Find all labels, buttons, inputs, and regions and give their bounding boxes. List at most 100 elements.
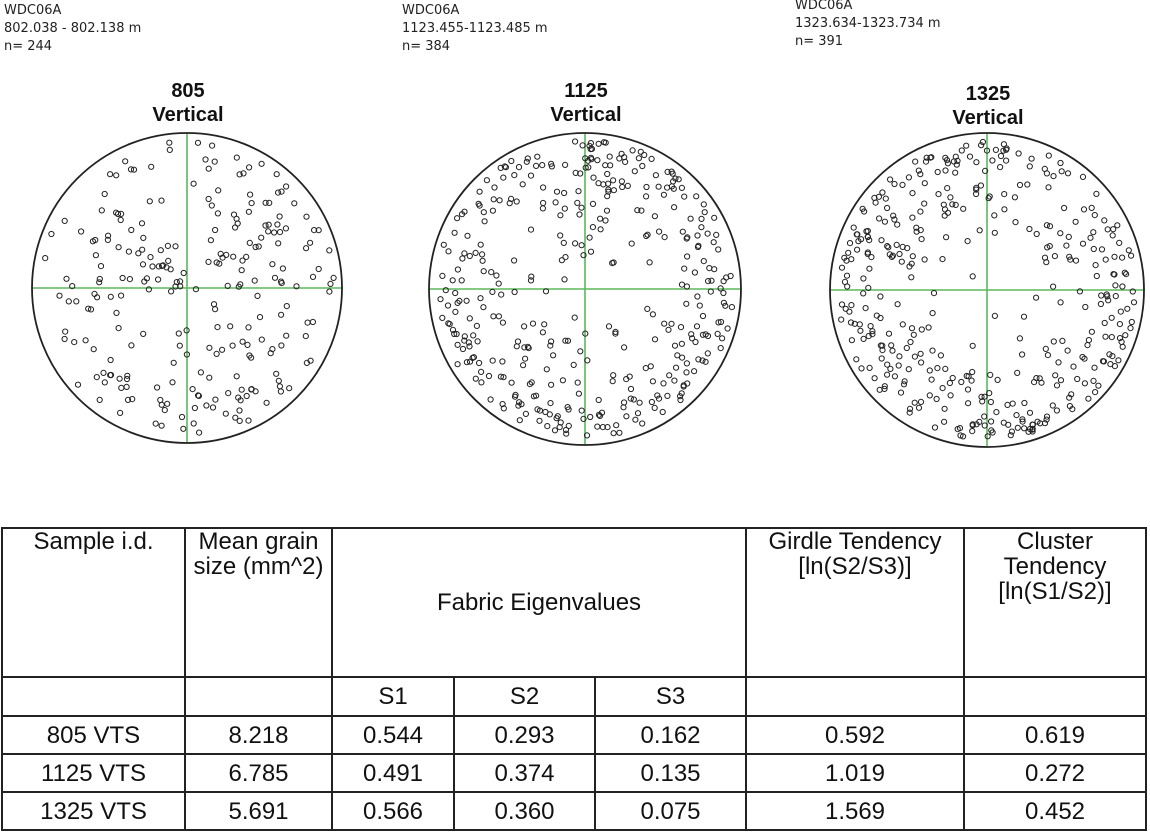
data-point <box>556 424 563 431</box>
data-point <box>269 261 276 268</box>
data-point <box>895 362 902 369</box>
data-point <box>1051 253 1059 260</box>
data-point <box>689 335 696 342</box>
data-point <box>520 362 527 369</box>
data-point <box>894 221 901 228</box>
data-point <box>539 205 547 212</box>
data-point <box>878 355 885 362</box>
data-point <box>595 140 602 147</box>
data-point <box>138 220 146 227</box>
data-point <box>451 330 458 338</box>
data-point <box>1104 226 1111 233</box>
data-point <box>1090 245 1097 253</box>
data-point <box>710 239 717 246</box>
data-point <box>941 418 948 425</box>
table-row: 1325 VTS 5.691 0.566 0.360 0.075 1.569 0… <box>1 791 1147 831</box>
data-point <box>905 174 913 181</box>
data-point <box>654 392 661 399</box>
data-point <box>169 379 176 386</box>
cell-sample-id: 1125 VTS <box>1 753 186 793</box>
data-point <box>278 188 285 195</box>
data-point <box>307 239 314 246</box>
data-point <box>897 389 905 396</box>
data-point <box>1029 425 1036 432</box>
data-point <box>127 166 135 173</box>
data-point <box>884 371 891 378</box>
data-point <box>461 337 468 344</box>
data-point <box>212 396 219 403</box>
data-point <box>926 392 933 399</box>
data-point <box>128 226 135 234</box>
data-point <box>246 239 253 246</box>
data-point <box>548 160 555 167</box>
data-point <box>1105 297 1112 304</box>
data-point <box>258 336 265 343</box>
data-point <box>890 212 897 219</box>
data-point <box>252 243 259 251</box>
data-point <box>461 250 468 257</box>
data-point <box>997 152 1005 160</box>
data-point <box>623 376 630 383</box>
data-point <box>838 301 846 308</box>
data-point <box>899 321 906 328</box>
data-point <box>838 316 845 323</box>
data-point <box>671 377 678 384</box>
cell-cluster: 0.272 <box>963 753 1147 793</box>
data-point <box>246 164 253 171</box>
data-point <box>847 319 855 326</box>
data-point <box>642 365 649 372</box>
data-point <box>215 187 222 194</box>
data-point <box>1091 364 1098 371</box>
data-point <box>577 348 584 355</box>
data-point <box>594 423 601 430</box>
data-point <box>191 404 198 412</box>
data-point <box>954 157 961 164</box>
cell-girdle: 0.592 <box>745 715 965 755</box>
data-point <box>605 186 612 193</box>
data-point <box>540 199 547 207</box>
data-point <box>882 195 889 202</box>
data-point <box>209 404 217 411</box>
data-point <box>943 157 951 164</box>
data-point <box>649 311 657 318</box>
data-point <box>627 385 635 393</box>
data-point <box>878 237 885 244</box>
data-point <box>96 396 103 403</box>
data-point <box>727 272 734 280</box>
data-point <box>572 240 579 247</box>
data-point <box>891 216 898 223</box>
cell-s2: 0.360 <box>453 791 596 831</box>
data-point <box>628 240 635 247</box>
data-point <box>1004 401 1011 408</box>
data-point <box>984 433 991 440</box>
data-point <box>180 269 187 277</box>
data-point <box>564 337 572 344</box>
data-point <box>115 325 122 332</box>
stereonet-1325: 1325 Vertical <box>829 83 1145 448</box>
data-point <box>670 185 677 192</box>
data-point <box>680 382 687 389</box>
data-point <box>279 265 286 272</box>
data-point <box>92 252 100 259</box>
data-point <box>965 373 972 380</box>
header-girdle-tendency: Girdle Tendency [ln(S2/S3)] <box>745 527 965 678</box>
data-point <box>524 155 531 162</box>
data-point <box>548 163 556 170</box>
data-point <box>271 274 279 281</box>
data-point <box>510 257 518 264</box>
data-point <box>183 327 190 334</box>
data-point <box>449 326 457 333</box>
data-point <box>594 157 601 164</box>
core-label: WDC06A <box>402 3 460 18</box>
data-point <box>941 212 948 219</box>
data-point <box>986 193 993 200</box>
data-point <box>722 302 729 309</box>
data-point <box>639 420 646 427</box>
data-point <box>454 266 461 273</box>
data-point <box>283 183 290 190</box>
data-point <box>1026 163 1033 170</box>
data-point <box>937 352 945 359</box>
data-point <box>969 273 976 280</box>
data-point <box>189 386 196 393</box>
data-point <box>921 200 928 207</box>
